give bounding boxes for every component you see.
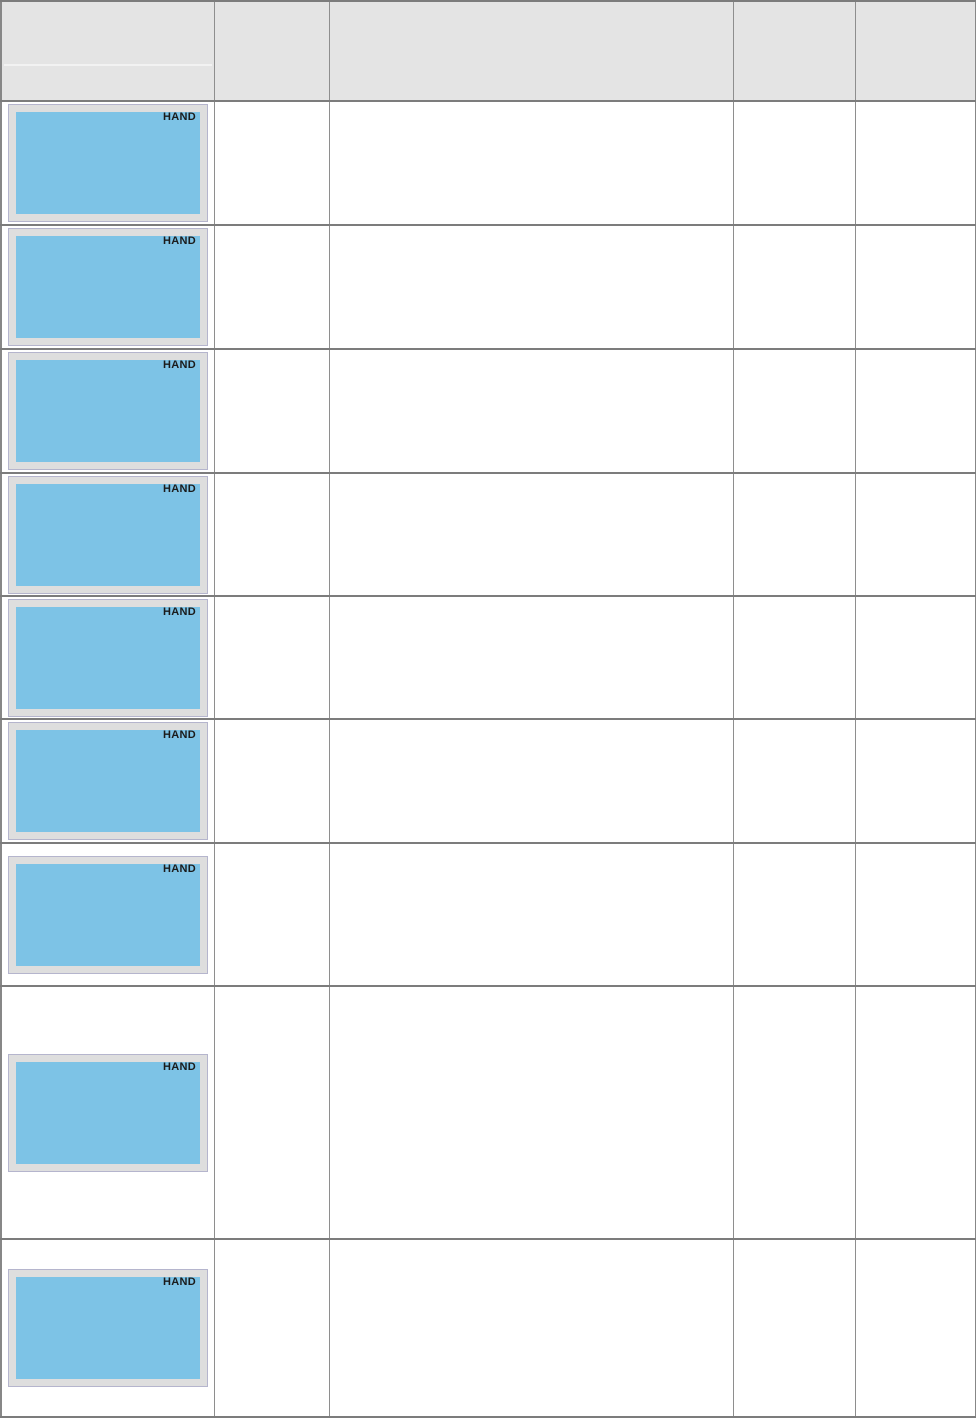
header-cell-4 <box>732 1 856 101</box>
table-row: HAND <box>0 101 976 225</box>
photo-image <box>16 236 200 338</box>
photo-placeholder: HAND <box>8 598 208 717</box>
photo-cell: HAND <box>0 225 215 349</box>
empty-cell <box>854 719 976 843</box>
empty-cell <box>732 101 856 225</box>
header-cell-photo <box>0 1 215 101</box>
table-row: HAND <box>0 986 976 1239</box>
empty-cell <box>328 1239 734 1417</box>
empty-cell <box>213 349 330 473</box>
table-row: HAND <box>0 349 976 473</box>
empty-cell <box>732 843 856 986</box>
photo-cell: HAND <box>0 1239 215 1417</box>
empty-cell <box>854 225 976 349</box>
empty-cell <box>213 596 330 719</box>
empty-cell <box>854 843 976 986</box>
photo-placeholder: HAND <box>8 475 208 594</box>
empty-cell <box>732 473 856 596</box>
table-row: HAND <box>0 719 976 843</box>
photo-cell: HAND <box>0 596 215 719</box>
photo-image <box>16 1277 200 1379</box>
empty-cell <box>854 986 976 1239</box>
empty-cell <box>328 986 734 1239</box>
photo-label: HAND <box>163 1060 196 1073</box>
empty-cell <box>854 349 976 473</box>
photo-cell: HAND <box>0 473 215 596</box>
photo-placeholder: HAND <box>8 228 208 346</box>
empty-cell <box>854 473 976 596</box>
photo-cell: HAND <box>0 101 215 225</box>
empty-cell <box>854 101 976 225</box>
empty-cell <box>732 719 856 843</box>
empty-cell <box>854 596 976 719</box>
table-row: HAND <box>0 843 976 986</box>
photo-cell: HAND <box>0 843 215 986</box>
header-cell-3 <box>328 1 734 101</box>
empty-cell <box>328 473 734 596</box>
photo-cell: HAND <box>0 719 215 843</box>
empty-cell <box>213 719 330 843</box>
table-row: HAND <box>0 596 976 719</box>
empty-cell <box>854 1239 976 1417</box>
photo-cell: HAND <box>0 349 215 473</box>
photo-label: HAND <box>163 235 196 247</box>
photo-image <box>16 1061 200 1164</box>
empty-cell <box>213 986 330 1239</box>
table-row: HAND <box>0 225 976 349</box>
photo-image <box>16 483 200 586</box>
photo-cell: HAND <box>0 986 215 1239</box>
empty-cell <box>328 225 734 349</box>
photo-image <box>16 730 200 832</box>
photo-placeholder: HAND <box>8 104 208 222</box>
empty-cell <box>732 349 856 473</box>
photo-label: HAND <box>163 862 196 875</box>
table-row: HAND <box>0 473 976 596</box>
photo-placeholder: HAND <box>8 1269 208 1387</box>
empty-cell <box>213 843 330 986</box>
photo-label: HAND <box>163 482 196 495</box>
photo-image <box>16 360 200 462</box>
photo-placeholder: HAND <box>8 722 208 840</box>
empty-cell <box>213 473 330 596</box>
empty-cell <box>213 225 330 349</box>
empty-cell <box>732 986 856 1239</box>
photo-label: HAND <box>163 605 196 618</box>
table-row: HAND <box>0 1239 976 1417</box>
empty-cell <box>328 101 734 225</box>
photo-label: HAND <box>163 111 196 123</box>
header-cell-2 <box>213 1 330 101</box>
empty-cell <box>732 225 856 349</box>
empty-cell <box>732 596 856 719</box>
photo-placeholder: HAND <box>8 1053 208 1172</box>
header-divider-line <box>4 64 212 66</box>
photo-label: HAND <box>163 1276 196 1288</box>
empty-cell <box>213 101 330 225</box>
photo-placeholder: HAND <box>8 855 208 974</box>
empty-cell <box>328 596 734 719</box>
photo-image <box>16 863 200 966</box>
photo-label: HAND <box>163 359 196 371</box>
photo-label: HAND <box>163 729 196 741</box>
empty-cell <box>328 719 734 843</box>
empty-cell <box>328 843 734 986</box>
empty-cell <box>732 1239 856 1417</box>
empty-cell <box>328 349 734 473</box>
header-cell-5 <box>854 1 976 101</box>
header-row <box>0 1 976 101</box>
photo-image <box>16 606 200 709</box>
empty-cell <box>213 1239 330 1417</box>
photo-image <box>16 112 200 214</box>
photo-placeholder: HAND <box>8 352 208 470</box>
